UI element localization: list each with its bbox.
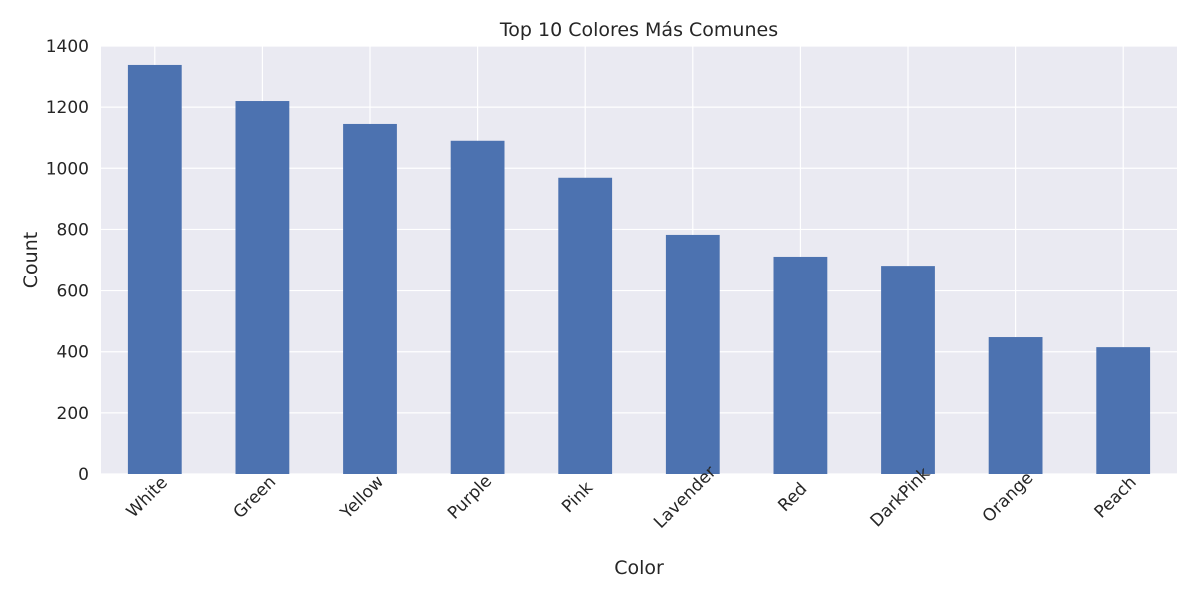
x-tick-label: White [123, 473, 172, 522]
bar-green [235, 101, 290, 475]
bars [127, 64, 1151, 475]
y-axis-ticks: 0 200 400 600 800 1000 1200 1400 [46, 37, 89, 485]
y-axis-title: Count [20, 232, 42, 288]
bar-yellow [343, 123, 397, 474]
y-tick-label: 1200 [46, 98, 89, 118]
y-tick-label: 1000 [46, 159, 89, 179]
y-tick-label: 400 [57, 343, 89, 363]
y-tick-label: 600 [57, 282, 89, 302]
y-tick-label: 800 [57, 220, 89, 240]
x-tick-label: Peach [1091, 472, 1141, 522]
x-tick-label: Orange [979, 468, 1038, 527]
bar-lavender [665, 234, 720, 474]
bar-pink [558, 177, 613, 474]
bar-purple [450, 140, 505, 474]
chart-title: Top 10 Colores Más Comunes [499, 19, 778, 41]
y-tick-label: 200 [57, 404, 89, 424]
bar-orange [988, 337, 1043, 474]
x-tick-label: Yellow [336, 472, 388, 524]
x-tick-label: Pink [558, 478, 597, 517]
bar-darkpink [881, 266, 935, 474]
x-tick-label: Red [774, 479, 811, 516]
x-tick-label: Purple [444, 471, 496, 523]
x-tick-label: Green [230, 472, 281, 523]
bar-peach [1096, 347, 1151, 474]
x-axis-title: Color [614, 557, 664, 579]
bar-red [773, 256, 828, 474]
y-tick-label: 0 [78, 465, 89, 485]
bar-white [127, 64, 182, 474]
y-tick-label: 1400 [46, 37, 89, 57]
